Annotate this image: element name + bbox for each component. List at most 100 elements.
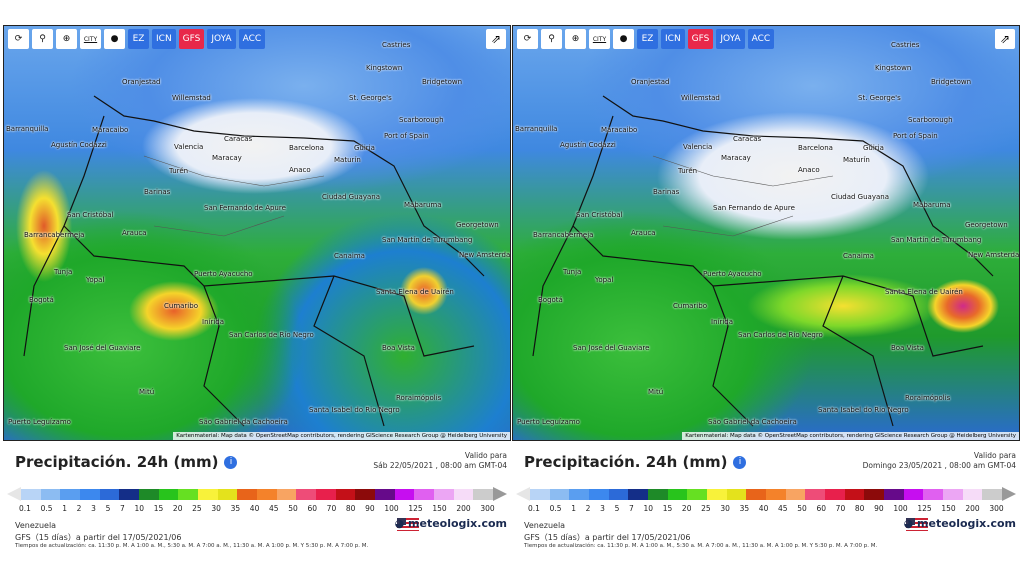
city-label: Maturín [334, 156, 361, 164]
precipitation-map[interactable]: ⟳ ⚲ ⊕ CITY ● EZ ICN GFS JOYA ACC ⇗ Castries Kingstow… [512, 25, 1020, 441]
color-swatch [903, 488, 924, 500]
scale-left-arrow [516, 487, 530, 501]
city-label: Santa Isabel do Rio Negro [309, 406, 400, 414]
zoom-icon: ⊕ [62, 34, 71, 44]
city-label: Mitú [139, 388, 155, 396]
model-tab-acc[interactable]: ACC [747, 29, 775, 49]
country-borders [532, 95, 994, 427]
scale-label: 300 [989, 504, 1004, 513]
model-tab-gfs[interactable]: GFS [687, 29, 714, 49]
scale-label: 3 [91, 504, 96, 513]
model-tab-ez[interactable]: EZ [128, 29, 149, 49]
city-label: San Martín de Turumbang [382, 236, 473, 244]
info-icon[interactable]: i [733, 455, 747, 469]
location-pin-button[interactable]: ⚲ [32, 29, 53, 49]
update-times: Tiempos de actualización: ca. 11:30 p. M… [524, 543, 878, 549]
dot-button[interactable]: ● [613, 29, 634, 49]
city-label: San Carlos de Río Negro [738, 331, 823, 339]
share-button[interactable]: ⇗ [995, 29, 1015, 49]
city-label: Oranjestad [631, 78, 670, 86]
color-swatch [530, 488, 550, 500]
city-label: Puerto Ayacucho [703, 270, 762, 278]
city-label: Valencia [683, 143, 713, 151]
scale-label: 80 [345, 504, 356, 513]
scale-label: 70 [326, 504, 337, 513]
scale-label: 200 [456, 504, 471, 513]
brand-logo[interactable]: ◕ meteologix.com [395, 517, 507, 530]
country-borders [23, 95, 485, 427]
scale-left-arrow [7, 487, 21, 501]
dot-button[interactable]: ● [104, 29, 125, 49]
color-swatch [453, 488, 474, 500]
city-label: San Martín de Turumbang [891, 236, 982, 244]
legend-header: Precipitación. 24h (mm) i [524, 453, 747, 471]
model-tab-joya[interactable]: JOYA [207, 29, 236, 49]
scale-label: 20 [681, 504, 692, 513]
zoom-button[interactable]: ⊕ [56, 29, 77, 49]
city-label: Arauca [631, 229, 656, 237]
share-button[interactable]: ⇗ [486, 29, 506, 49]
model-tab-joya[interactable]: JOYA [716, 29, 745, 49]
brand-logo[interactable]: ◕ meteologix.com [904, 517, 1016, 530]
scale-label: 50 [797, 504, 807, 513]
color-swatch [237, 488, 258, 500]
share-icon: ⇗ [490, 32, 502, 46]
city-label: Castries [382, 41, 411, 49]
refresh-button[interactable]: ⟳ [517, 29, 538, 49]
scale-label: 50 [288, 504, 298, 513]
scale-label: 2 [585, 504, 591, 513]
color-swatch [687, 488, 708, 500]
us-flag-icon[interactable] [397, 518, 419, 531]
precipitation-map[interactable]: ⟳ ⚲ ⊕ CITY ● EZ ICN GFS JOYA ACC ⇗ Castries Kingstow… [3, 25, 511, 441]
refresh-icon: ⟳ [523, 34, 532, 44]
us-flag-icon[interactable] [906, 518, 928, 531]
color-swatch [99, 488, 120, 500]
city-label: San José del Guaviare [64, 344, 141, 352]
city-label: Maracaibo [601, 126, 638, 134]
city-button[interactable]: CITY [589, 29, 610, 49]
city-label: Caracas [224, 135, 253, 143]
legend-header: Precipitación. 24h (mm) i [15, 453, 238, 471]
city-label: Bridgetown [931, 78, 972, 86]
city-label: Oranjestad [122, 78, 161, 86]
model-info: Venezuela GFS（15 días）a partir del 17/05/… [15, 520, 182, 544]
model-tab-icn[interactable]: ICN [661, 29, 685, 49]
model-tab-gfs[interactable]: GFS [178, 29, 205, 49]
color-swatch [394, 488, 415, 500]
refresh-button[interactable]: ⟳ [8, 29, 29, 49]
city-label: Puerto Leguízamo [517, 418, 580, 426]
share-icon: ⇗ [999, 32, 1011, 46]
zoom-button[interactable]: ⊕ [565, 29, 586, 49]
scale-labels: 0.1 0.5 1 2 3 5 7 10 15 20 25 30 35 40 45 50 60 70 80 90 100… [19, 504, 495, 513]
color-swatch [628, 488, 649, 500]
update-times: Tiempos de actualización: ca. 11:30 p. M… [15, 543, 369, 549]
location-pin-icon: ⚲ [548, 34, 555, 44]
valid-for: Valido para Sáb 22/05/2021 , 08:00 am GMT… [373, 451, 507, 471]
city-label: Yopal [86, 276, 105, 284]
color-swatch [569, 488, 590, 500]
color-swatch [316, 488, 336, 500]
color-swatch [589, 488, 609, 500]
scale-label: 7 [120, 504, 125, 513]
color-swatch [648, 488, 668, 500]
model-tab-icn[interactable]: ICN [152, 29, 176, 49]
color-swatch [785, 488, 806, 500]
color-swatch [355, 488, 376, 500]
model-tab-acc[interactable]: ACC [238, 29, 266, 49]
city-label: Puerto Leguízamo [8, 418, 71, 426]
color-scale [516, 487, 1017, 501]
color-swatch [923, 488, 944, 500]
city-label: Bogotá [538, 296, 563, 304]
city-button[interactable]: CITY [80, 29, 101, 49]
scale-label: 90 [365, 504, 375, 513]
location-pin-button[interactable]: ⚲ [541, 29, 562, 49]
model-tab-ez[interactable]: EZ [637, 29, 658, 49]
dot-icon: ● [110, 34, 119, 44]
scale-label: 80 [854, 504, 865, 513]
city-label: Cumaribo [673, 302, 707, 310]
info-icon[interactable]: i [224, 455, 238, 469]
city-label: Kingstown [366, 64, 403, 72]
color-swatch [746, 488, 767, 500]
scale-label: 60 [307, 504, 317, 513]
city-label: St. George's [858, 94, 901, 102]
